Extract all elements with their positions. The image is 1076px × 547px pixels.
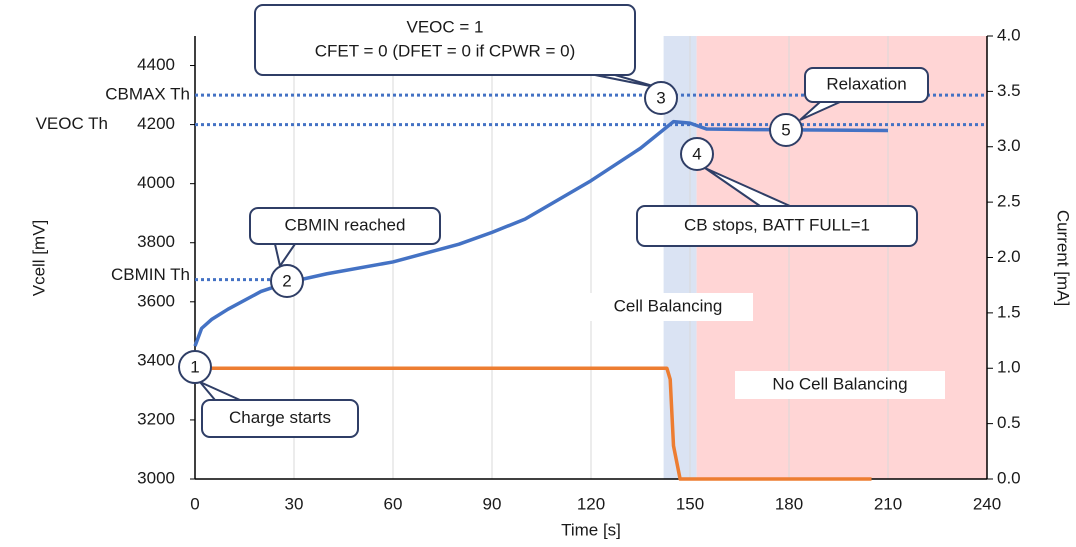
- y2-tick-label: 2.0: [997, 247, 1021, 266]
- y-tick-label: 3400: [137, 350, 175, 369]
- x-tick-label: 240: [973, 494, 1001, 513]
- callout-box: [636, 205, 918, 247]
- callout-text: Charge starts: [229, 408, 331, 427]
- y-tick-label: 3800: [137, 232, 175, 251]
- y-axis-label: Vcell [mV]: [29, 220, 48, 297]
- y2-tick-label: 0.0: [997, 468, 1021, 487]
- y2-tick-label: 3.5: [997, 81, 1021, 100]
- callout-box: [201, 399, 359, 438]
- y-tick-label: 3000: [137, 468, 175, 487]
- y-tick-label: 4400: [137, 55, 175, 74]
- x-tick-label: 180: [775, 494, 803, 513]
- y2-tick-label: 1.0: [997, 358, 1021, 377]
- threshold-label: CBMAX Th: [105, 85, 190, 104]
- step-number: 1: [190, 357, 199, 376]
- y2-tick-label: 0.5: [997, 413, 1021, 432]
- step-number: 3: [656, 88, 665, 107]
- step-marker: [178, 350, 212, 384]
- threshold-label: VEOC Th: [36, 114, 108, 133]
- x-tick-label: 210: [874, 494, 902, 513]
- y2-tick-label: 1.5: [997, 302, 1021, 321]
- callout-text: CBMIN reached: [285, 215, 406, 234]
- x-tick-label: 120: [577, 494, 605, 513]
- y-tick-label: 3200: [137, 409, 175, 428]
- callout-text: CB stops, BATT FULL=1: [684, 215, 870, 234]
- callout-text: VEOC = 1: [406, 17, 483, 36]
- step-number: 4: [692, 144, 701, 163]
- y2-axis-label: Current [mA]: [1054, 210, 1073, 306]
- y-tick-label: 4200: [137, 114, 175, 133]
- step-marker: [644, 81, 678, 115]
- threshold-label: CBMIN Th: [111, 265, 190, 284]
- series-line: [195, 366, 872, 481]
- x-tick-label: 0: [190, 494, 199, 513]
- x-tick-label: 60: [384, 494, 403, 513]
- callout-tail: [274, 243, 296, 269]
- step-number: 5: [781, 120, 790, 139]
- x-tick-label: 90: [483, 494, 502, 513]
- series-line: [193, 119, 889, 347]
- y2-tick-label: 3.0: [997, 136, 1021, 155]
- callout-tail: [799, 101, 841, 121]
- step-number: 2: [282, 271, 291, 290]
- callout-text: CFET = 0 (DFET = 0 if CPWR = 0): [315, 41, 576, 60]
- callout-box: [804, 67, 929, 103]
- y2-tick-label: 2.5: [997, 192, 1021, 211]
- x-tick-label: 30: [285, 494, 304, 513]
- step-marker: [680, 137, 714, 171]
- callout-box: [249, 207, 441, 245]
- region: [696, 36, 987, 479]
- region-label-bg: [583, 293, 753, 321]
- y-tick-label: 4000: [137, 173, 175, 192]
- region-label: No Cell Balancing: [772, 374, 907, 393]
- x-axis-label: Time [s]: [561, 520, 621, 539]
- callout-box: [254, 4, 636, 76]
- callout-tail: [199, 381, 241, 401]
- step-marker: [769, 113, 803, 147]
- y-tick-label: 3600: [137, 291, 175, 310]
- region-label-bg: [735, 371, 945, 399]
- x-tick-label: 150: [676, 494, 704, 513]
- step-marker: [270, 264, 304, 298]
- callout-text: Relaxation: [826, 74, 906, 93]
- region-label: Cell Balancing: [614, 296, 723, 315]
- y2-tick-label: 4.0: [997, 25, 1021, 44]
